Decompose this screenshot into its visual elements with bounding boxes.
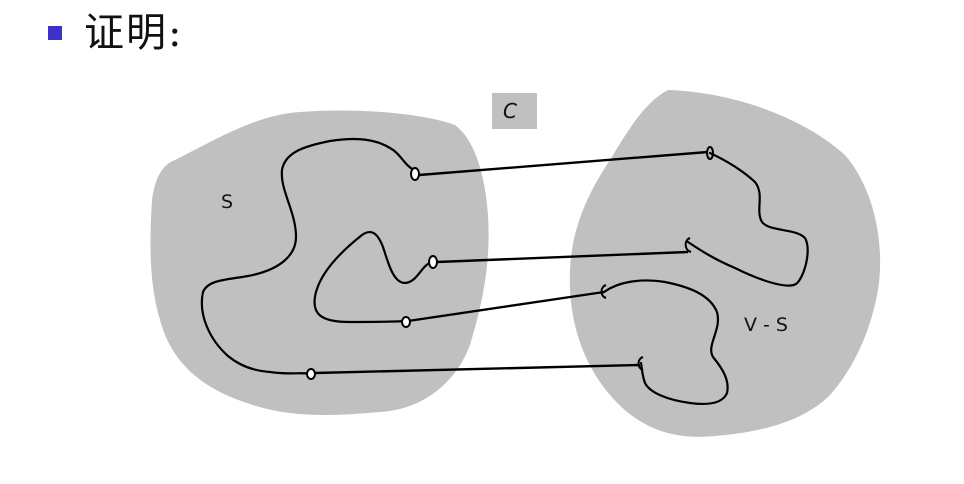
vertex-marker — [706, 146, 714, 160]
square-bullet-icon — [48, 26, 62, 40]
path-inside-v-minus-s-top — [686, 151, 809, 287]
vertex-marker — [306, 368, 316, 380]
set-v-minus-s-label: V - S — [744, 314, 788, 336]
cut-label: C — [503, 99, 517, 123]
heading: 证明: — [48, 8, 183, 58]
cut-label-box — [492, 93, 537, 129]
set-s-label: S — [221, 191, 233, 213]
path-inside-s-loop — [313, 230, 434, 324]
crossing-edge-4 — [314, 363, 641, 375]
vertex-marker — [600, 284, 607, 299]
vertex-marker — [684, 237, 692, 253]
path-inside-s — [200, 137, 416, 376]
crossing-edge-1 — [418, 150, 709, 177]
vertex-marker — [401, 316, 411, 328]
path-inside-v-minus-s-bottom — [602, 279, 729, 406]
vertex-marker — [637, 356, 644, 371]
vertex-marker — [428, 255, 438, 269]
heading-text: 证明: — [84, 10, 184, 56]
vertex-marker — [410, 167, 420, 181]
crossing-edge-3 — [407, 290, 605, 323]
set-s-region — [150, 110, 489, 415]
crossing-edge-2 — [436, 250, 689, 264]
